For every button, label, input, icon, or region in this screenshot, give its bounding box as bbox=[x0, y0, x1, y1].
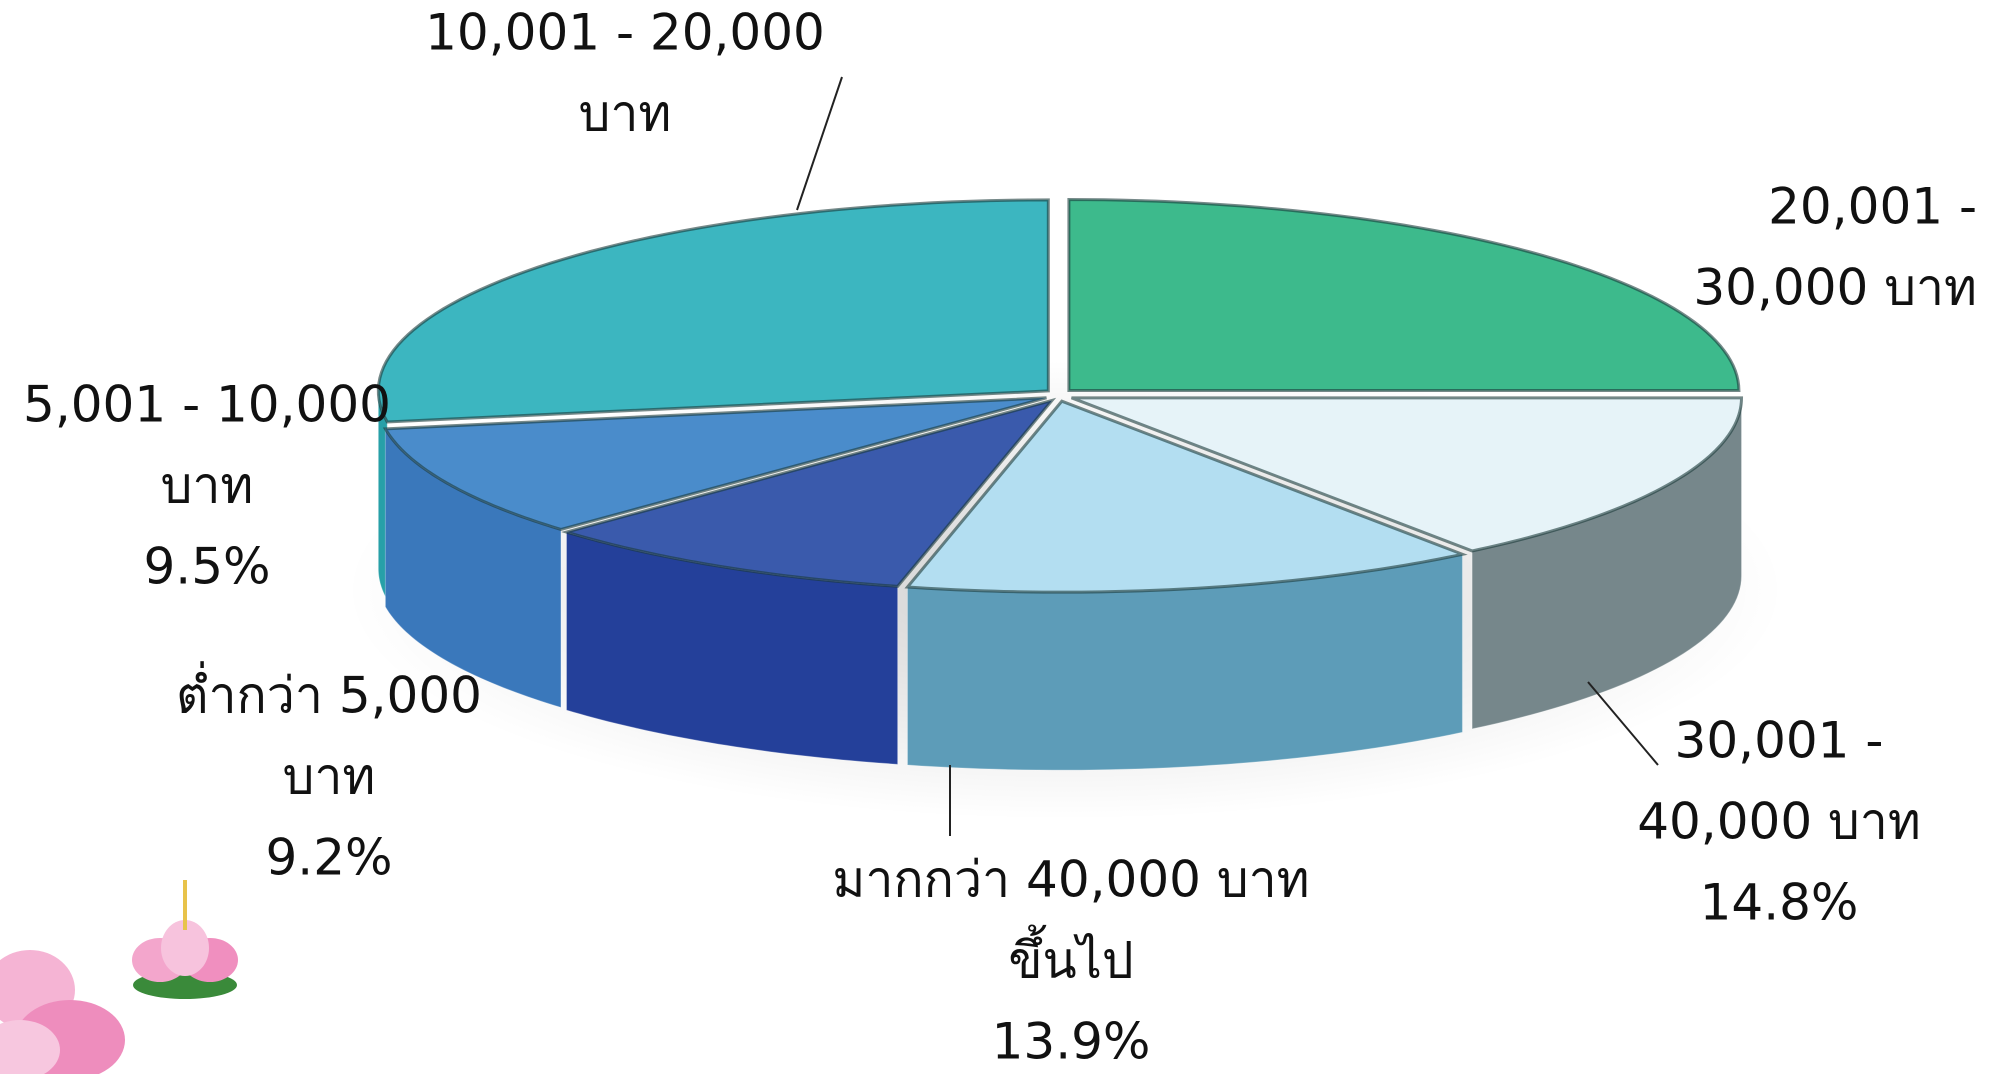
slice-label: 30,000 บาท bbox=[1693, 259, 1977, 317]
pie-slice bbox=[1067, 198, 1741, 393]
slice-label: 30,001 - bbox=[1675, 712, 1884, 770]
pie-slice bbox=[1070, 396, 1744, 553]
pie-slice bbox=[382, 396, 1047, 531]
value-label: 14.8% bbox=[1700, 874, 1859, 932]
leader-line bbox=[796, 76, 843, 211]
slice-label: 20,001 - bbox=[1768, 178, 1977, 236]
lotus-decoration bbox=[0, 880, 238, 1074]
labels: 20,001 - 30,000 บาท 30,001 - 40,000 บาท 14.8… bbox=[23, 4, 1977, 1071]
value-label: 9.5% bbox=[143, 538, 270, 596]
slice-label: 40,000 บาท bbox=[1637, 793, 1921, 851]
value-label: 9.2% bbox=[265, 829, 392, 887]
slice-label: บาท bbox=[579, 85, 672, 143]
slice-label: มากกว่า 40,000 บาท bbox=[832, 851, 1309, 909]
value-label: 13.9% bbox=[992, 1013, 1151, 1071]
slice-label: ขึ้นไป bbox=[1008, 925, 1133, 990]
leader-line bbox=[1587, 681, 1659, 766]
pie-tops bbox=[376, 198, 1744, 594]
slice-label: ต่ำกว่า 5,000 bbox=[176, 662, 482, 725]
pie-slice bbox=[376, 198, 1050, 424]
pie-walls bbox=[377, 390, 1743, 771]
pie-slice bbox=[561, 397, 1057, 588]
pie-slice bbox=[904, 399, 1468, 594]
slice-label: บาท bbox=[283, 748, 376, 806]
slice-label: 5,001 - 10,000 bbox=[23, 376, 391, 434]
slice-label: บาท bbox=[161, 457, 254, 515]
slice-label: 10,001 - 20,000 bbox=[425, 4, 825, 62]
